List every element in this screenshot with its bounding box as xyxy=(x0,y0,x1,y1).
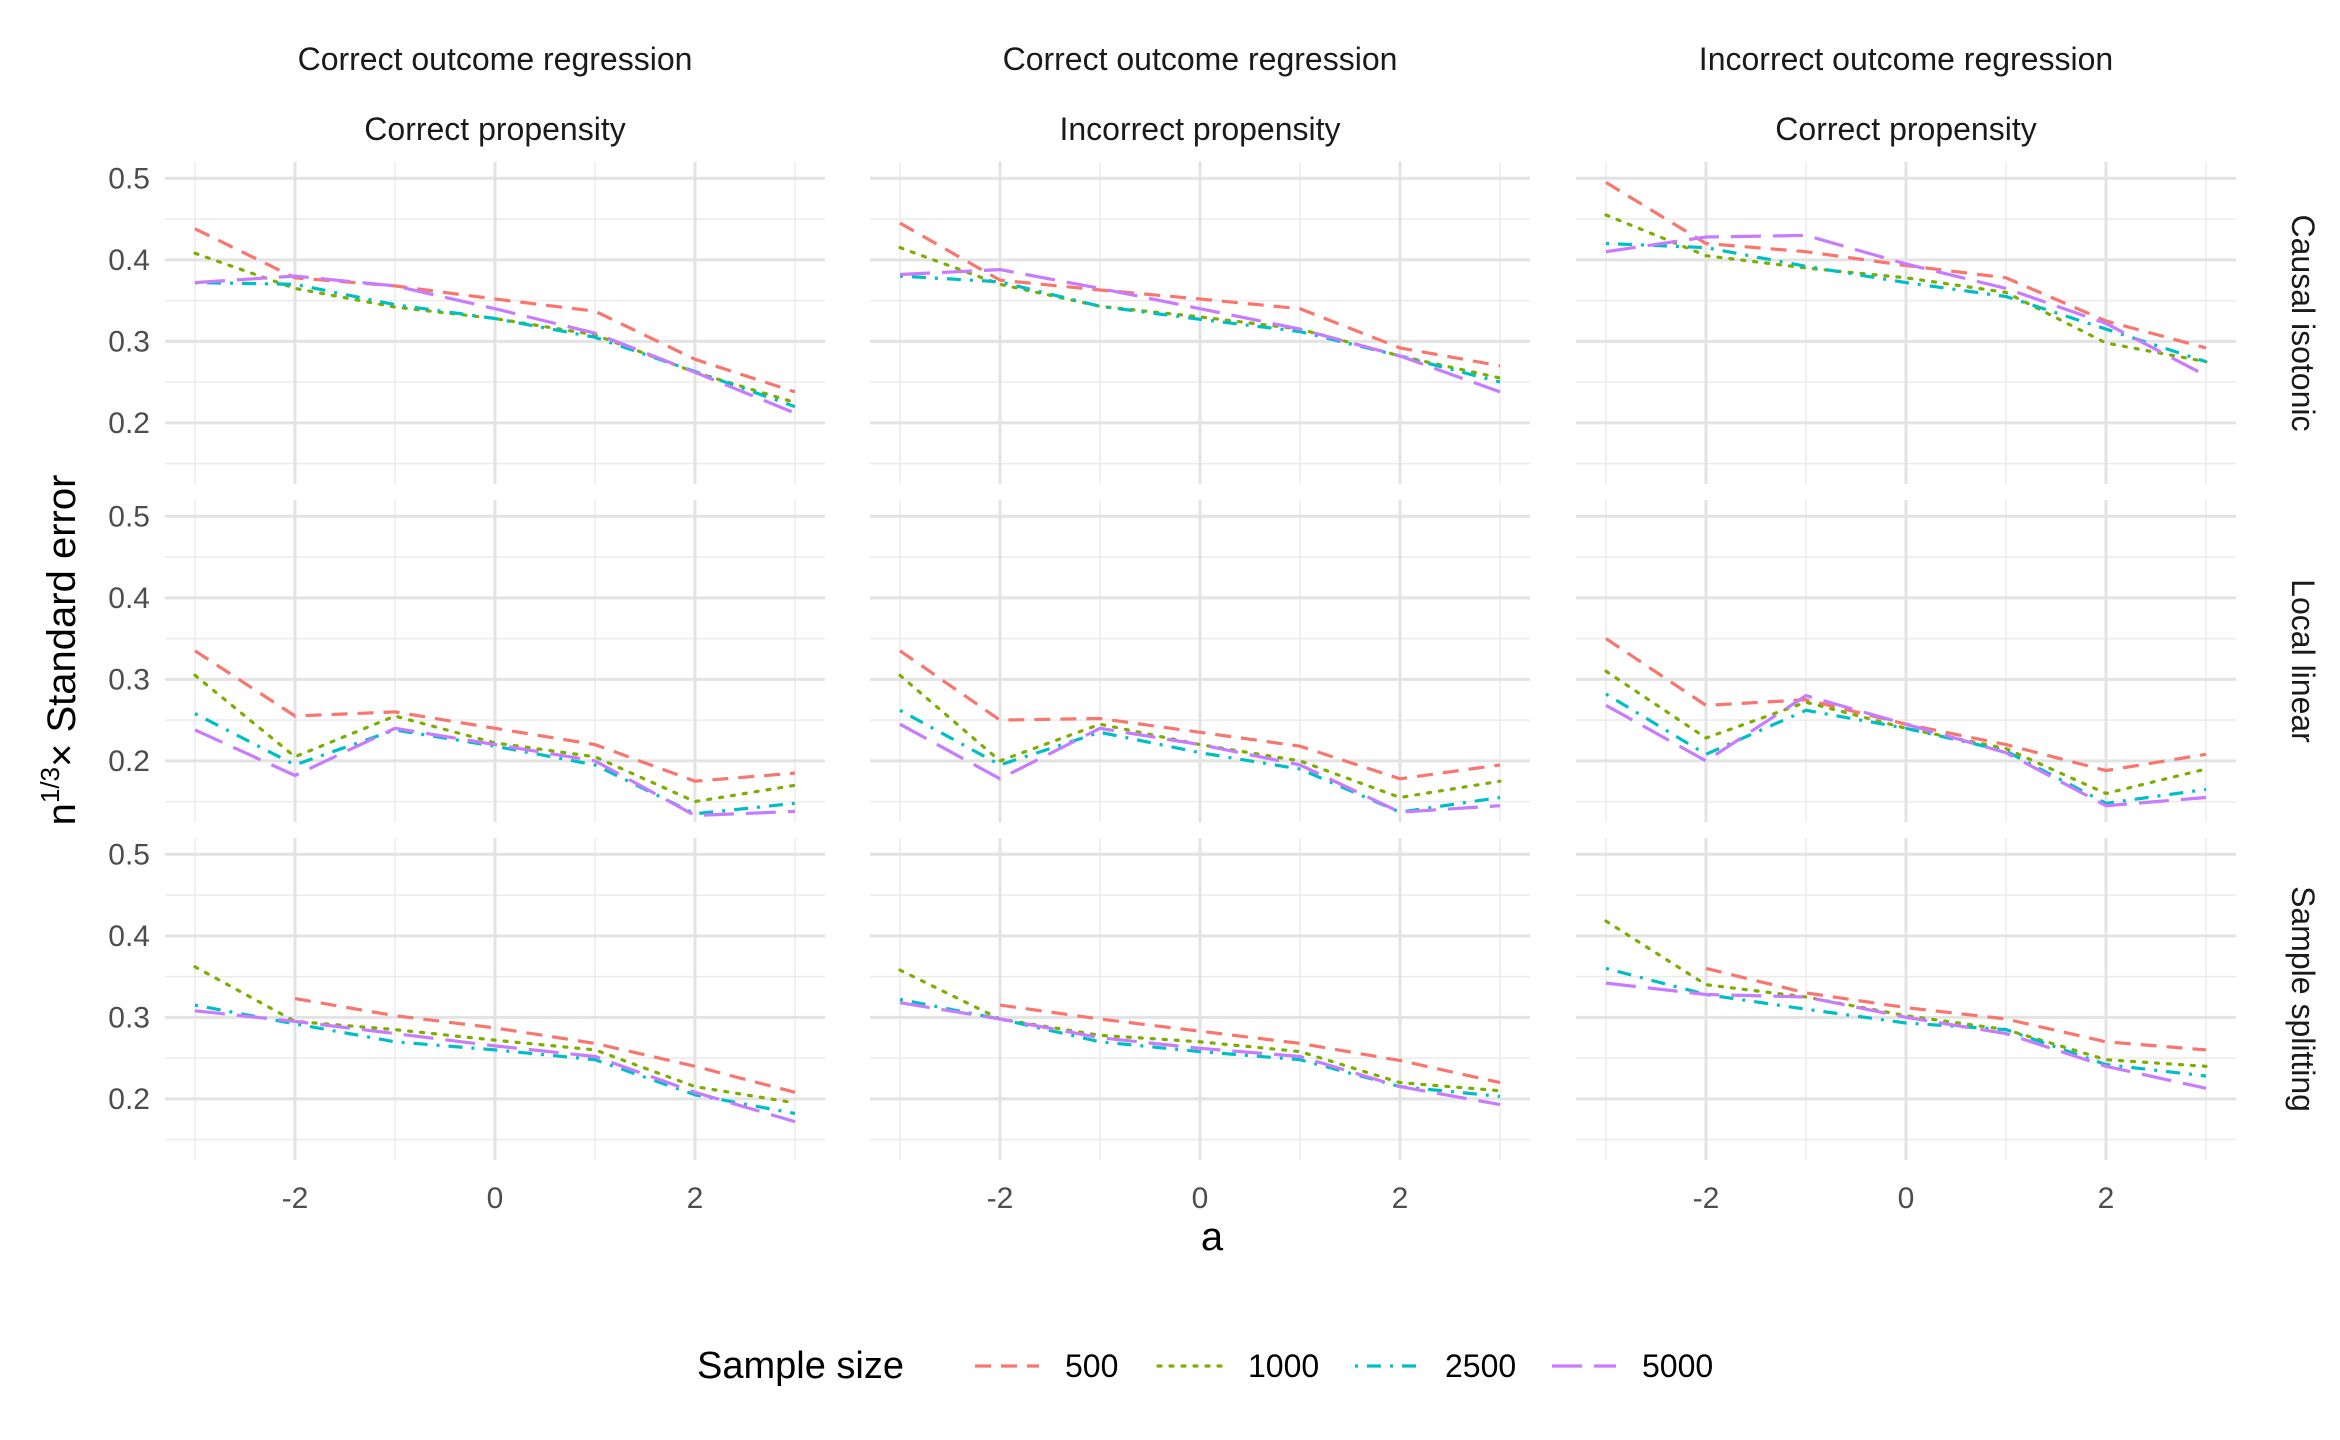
series-line-2500 xyxy=(194,1003,796,1116)
y-tick-label: 0.4 xyxy=(108,582,150,615)
column-strip-bottom-label: Incorrect propensity xyxy=(1059,111,1340,147)
x-tick-label: 2 xyxy=(2098,1182,2115,1215)
panel-r1-c1 xyxy=(165,162,825,484)
column-strip-bottom-label: Correct propensity xyxy=(364,111,625,147)
legend-entry-5000: 5000 xyxy=(1552,1348,1713,1384)
series-line-1000 xyxy=(1604,669,2208,796)
series-line-1000 xyxy=(1604,213,2208,364)
series-line-500 xyxy=(899,649,1501,781)
y-tick-label: 0.3 xyxy=(108,663,150,696)
series-line-5000 xyxy=(1605,233,2207,378)
legend-entry-500: 500 xyxy=(975,1348,1118,1384)
column-strip-top-label: Correct outcome regression xyxy=(1003,41,1398,77)
legend-title: Sample size xyxy=(697,1345,904,1387)
x-tick-label: 0 xyxy=(1898,1182,1915,1215)
legend: Sample size 500 1000 2500 5000 xyxy=(697,1345,1713,1387)
axes-layer: 0.2 0.3 0.4 0.5 0.2 0.3 0.4 0.5 0.2 0.3 0.4 0.5 -2 0 2… xyxy=(108,162,2114,1215)
series-line-5000 xyxy=(1605,981,2207,1090)
y-tick-label: 0.2 xyxy=(108,407,150,440)
panel-r3-c2 xyxy=(870,838,1530,1160)
column-strip-bottom-label: Correct propensity xyxy=(1775,111,2036,147)
strips-layer: Causal isotonic Local linear Sample splitt… xyxy=(298,41,2321,1112)
series-line-1000 xyxy=(898,673,1502,800)
y-tick-label: 0.3 xyxy=(108,325,150,358)
legend-entry-1000: 1000 xyxy=(1156,1348,1319,1384)
series-line-1000 xyxy=(193,673,797,804)
panel-r2-c2 xyxy=(870,500,1530,822)
series-line-1000 xyxy=(1604,919,2208,1068)
x-tick-label: 0 xyxy=(1192,1182,1209,1215)
column-strip-top-label: Correct outcome regression xyxy=(298,41,693,77)
series-line-2500 xyxy=(1605,241,2207,364)
series-line-1000 xyxy=(193,965,797,1105)
y-tick-label: 0.2 xyxy=(108,1083,150,1116)
row-strip-label: Causal isotonic xyxy=(2285,215,2321,432)
x-tick-label: 0 xyxy=(487,1182,504,1215)
legend-entries: 500 1000 2500 5000 xyxy=(975,1348,1713,1384)
panel-r1-c3 xyxy=(1576,162,2236,484)
series-line-500 xyxy=(899,221,1501,368)
y-tick-label: 0.3 xyxy=(108,1001,150,1034)
y-axis-title-exponent: 1/3 xyxy=(35,767,65,803)
panel-r2-c3 xyxy=(1576,500,2236,822)
series-line-500 xyxy=(999,1003,1501,1085)
y-axis-title-n: n xyxy=(40,803,84,825)
y-axis-title: n1/3× Standard error xyxy=(35,475,84,826)
series-line-5000 xyxy=(899,1001,1501,1107)
series-line-2500 xyxy=(1605,692,2207,805)
panel-r1-c2 xyxy=(870,162,1530,484)
x-tick-label: -2 xyxy=(282,1182,309,1215)
legend-entry-2500: 2500 xyxy=(1355,1348,1516,1384)
series-line-500 xyxy=(294,997,796,1094)
x-tick-label: -2 xyxy=(987,1182,1014,1215)
series-line-500 xyxy=(1705,966,2207,1052)
series-line-5000 xyxy=(899,722,1501,814)
series-line-5000 xyxy=(899,267,1501,394)
panel-r2-c1 xyxy=(165,500,825,822)
legend-label-5000: 5000 xyxy=(1642,1348,1713,1384)
series-line-500 xyxy=(194,227,796,394)
y-axis-title-rest: × Standard error xyxy=(40,475,84,767)
y-tick-label: 0.5 xyxy=(108,162,150,195)
series-line-1000 xyxy=(898,246,1502,380)
y-tick-label: 0.4 xyxy=(108,244,150,277)
y-tick-label: 0.4 xyxy=(108,920,150,953)
y-tick-label: 0.5 xyxy=(108,500,150,533)
row-strip-label: Sample splitting xyxy=(2285,886,2321,1112)
panel-r3-c3 xyxy=(1576,838,2236,1160)
x-tick-label: -2 xyxy=(1693,1182,1720,1215)
y-tick-label: 0.2 xyxy=(108,745,150,778)
legend-label-1000: 1000 xyxy=(1248,1348,1319,1384)
legend-label-500: 500 xyxy=(1065,1348,1118,1384)
series-line-5000 xyxy=(1605,693,2207,808)
series-line-5000 xyxy=(194,274,796,415)
x-tick-label: 2 xyxy=(1392,1182,1409,1215)
x-axis-title: a xyxy=(1201,1215,1224,1259)
column-strip-top-label: Incorrect outcome regression xyxy=(1699,41,2113,77)
series-line-2500 xyxy=(1605,966,2207,1078)
series-line-500 xyxy=(194,649,796,783)
series-line-5000 xyxy=(194,726,796,818)
series-line-5000 xyxy=(194,1009,796,1124)
y-tick-label: 0.5 xyxy=(108,838,150,871)
panels-layer xyxy=(165,162,2236,1160)
panel-r3-c1 xyxy=(165,838,825,1160)
x-tick-label: 2 xyxy=(687,1182,704,1215)
legend-label-2500: 2500 xyxy=(1445,1348,1516,1384)
row-strip-label: Local linear xyxy=(2285,579,2321,743)
